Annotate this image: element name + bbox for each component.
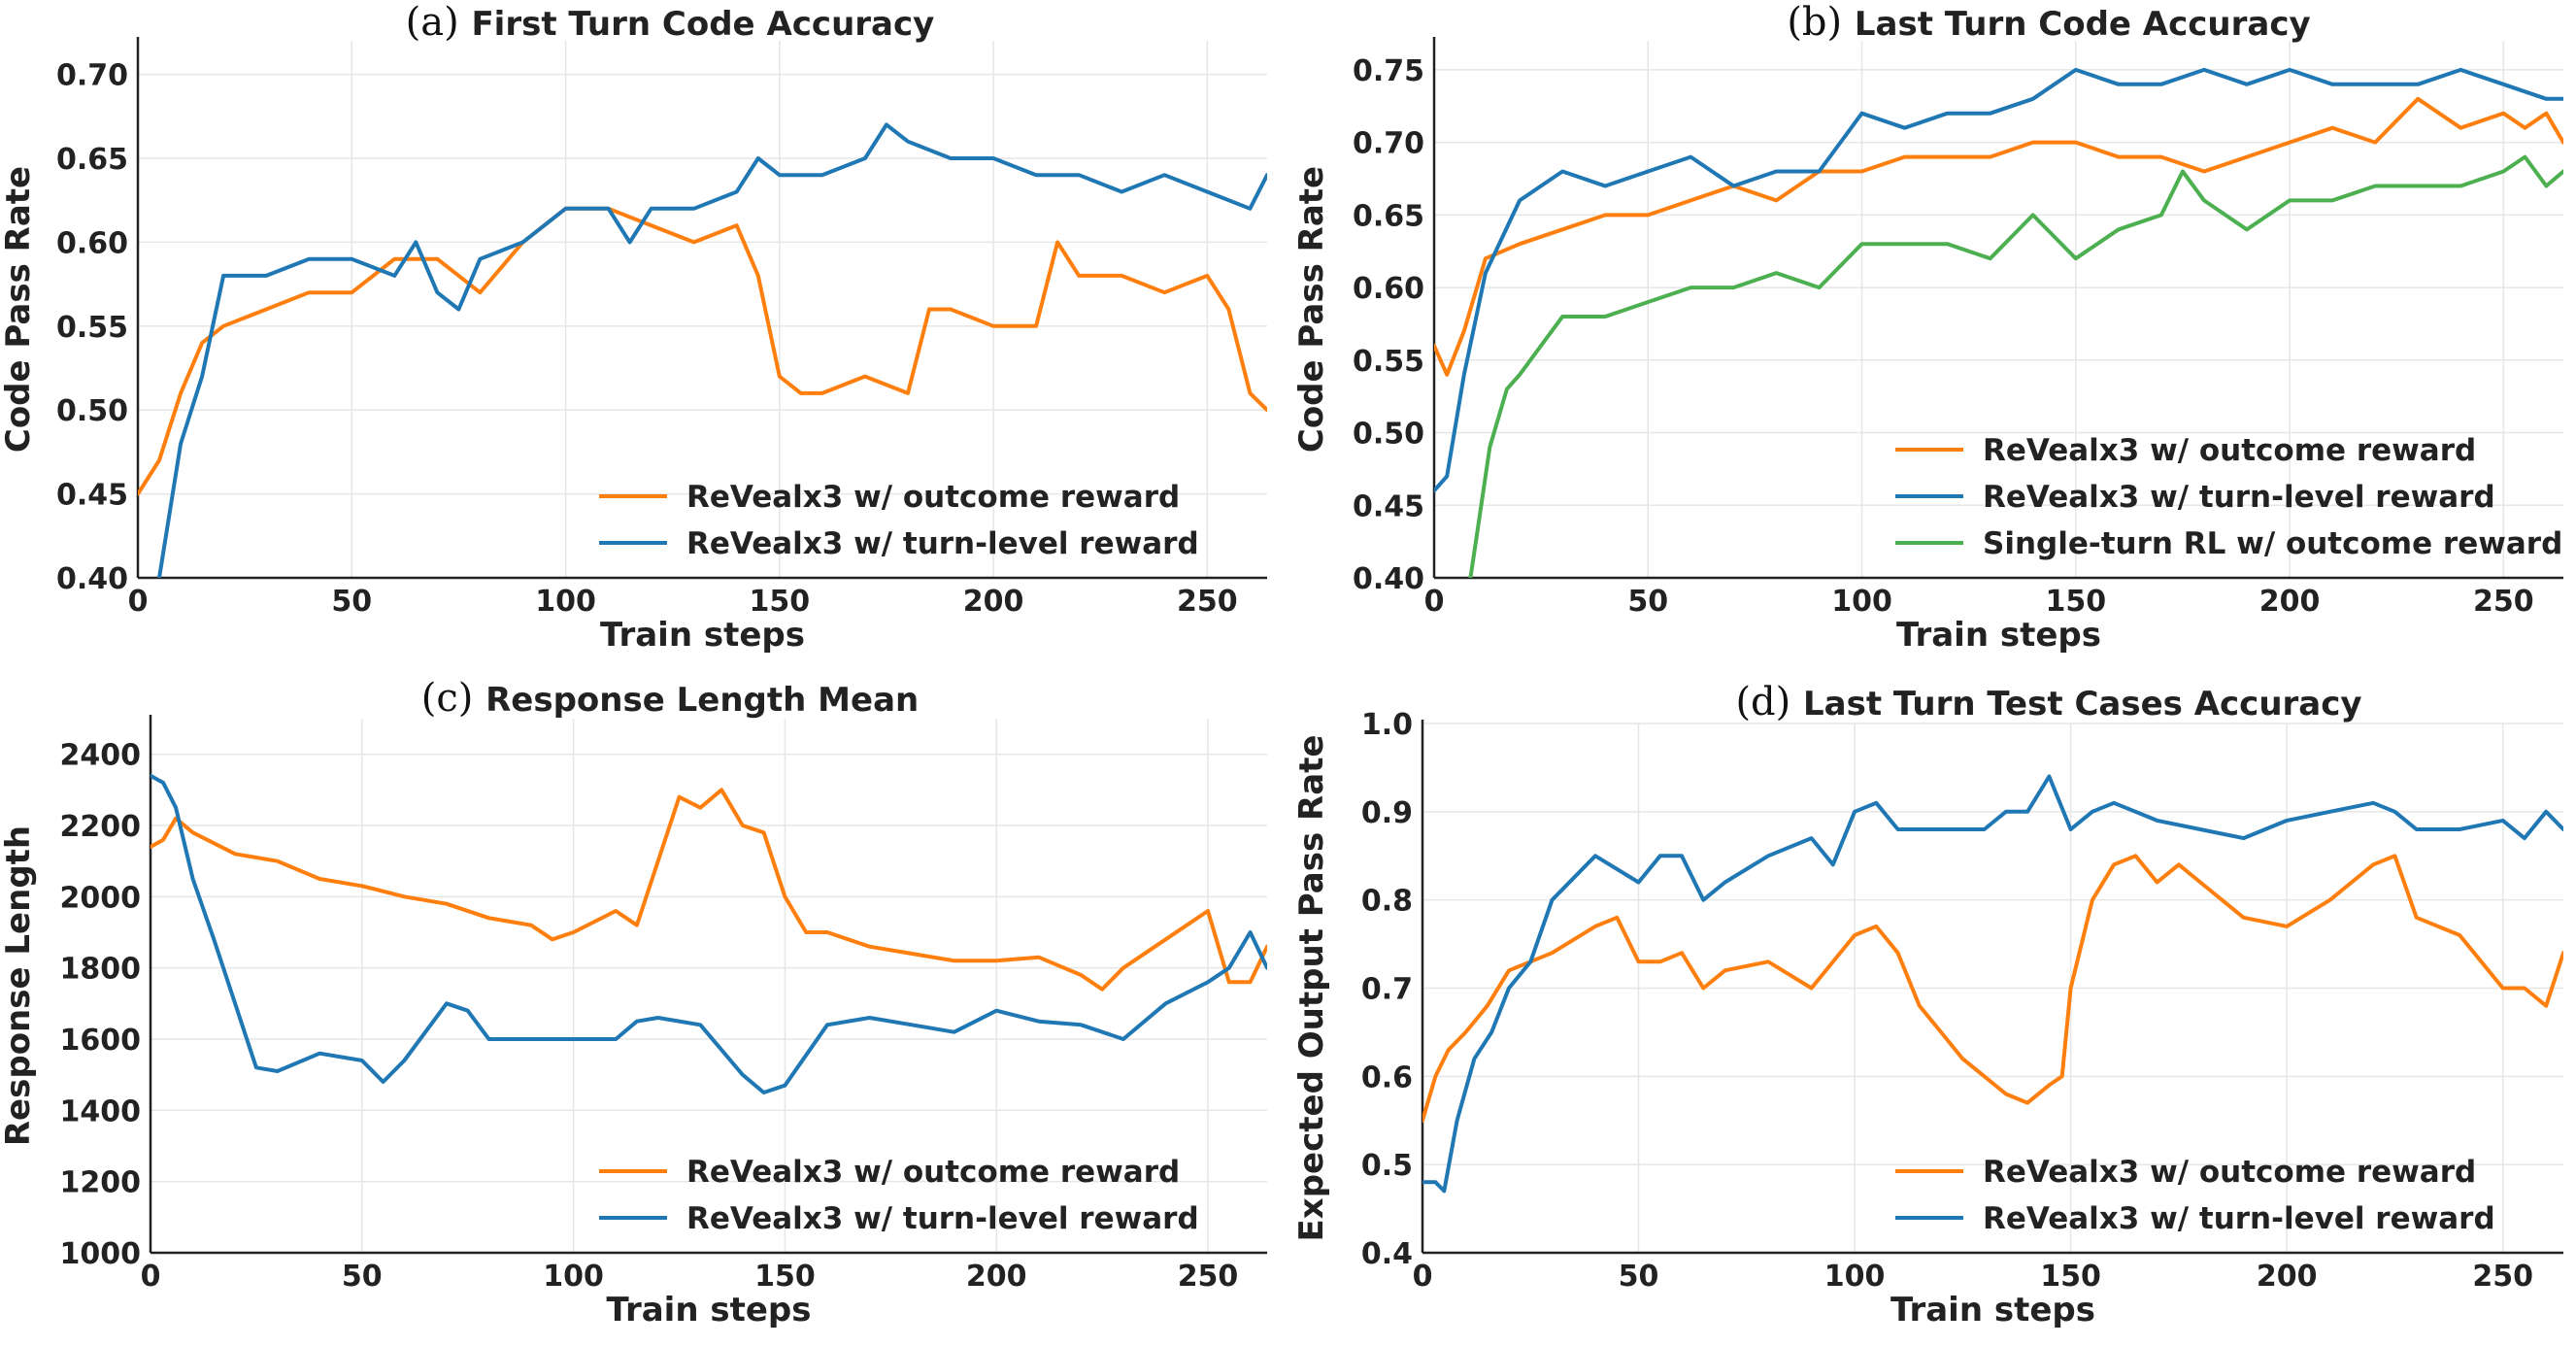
series-line-3 (1468, 154, 2563, 578)
y-tick-label: 1800 (60, 953, 142, 987)
x-tick-label: 250 (1177, 585, 1238, 619)
y-tick-label: 0.4 (1361, 1237, 1413, 1271)
x-axis-label: Train steps (607, 1291, 812, 1329)
y-tick-label: 0.40 (56, 562, 128, 596)
legend-label: ReVealx3 w/ outcome reward (686, 480, 1180, 515)
panel-title-text: Response Length Mean (485, 681, 919, 720)
x-tick-label: 150 (2045, 585, 2106, 619)
x-tick-label: 100 (535, 585, 596, 619)
y-tick-label: 1200 (60, 1166, 142, 1200)
legend-label: ReVealx3 w/ turn-level reward (686, 526, 1199, 561)
x-tick-label: 150 (754, 1260, 816, 1294)
series-line-1 (151, 788, 1267, 992)
y-tick-label: 0.6 (1361, 1060, 1413, 1094)
x-tick-label: 0 (128, 585, 149, 619)
x-tick-label: 150 (2040, 1260, 2101, 1294)
x-tick-label: 50 (331, 585, 372, 619)
y-tick-label: 0.45 (1353, 489, 1424, 523)
legend-label: ReVealx3 w/ outcome reward (1983, 1155, 2476, 1190)
panel-title-text: Last Turn Code Accuracy (1855, 5, 2311, 44)
chart-panel-b: 0 50 100 150 200 250 0.40 0.45 0.50 0.55 0.60 0.65 0… (1292, 0, 2563, 655)
legend-label: ReVealx3 w/ turn-level reward (686, 1201, 1199, 1236)
x-tick-label: 100 (543, 1260, 604, 1294)
y-tick-label: 1.0 (1361, 708, 1413, 742)
y-tick-label: 0.50 (1353, 418, 1424, 452)
chart-title: (d) Last Turn Test Cases Accuracy (1735, 680, 2361, 724)
y-tick-label: 0.75 (1353, 54, 1424, 88)
x-tick-label: 0 (1413, 1260, 1433, 1294)
y-tick-label: 0.7 (1361, 973, 1413, 1007)
chart-title: (b) Last Turn Code Accuracy (1787, 0, 2310, 45)
series-line-2 (1422, 774, 2563, 1194)
x-tick-label: 250 (2473, 585, 2534, 619)
x-tick-label: 100 (1831, 585, 1892, 619)
y-tick-label: 2200 (60, 810, 142, 844)
x-tick-label: 50 (342, 1260, 383, 1294)
y-tick-label: 0.5 (1361, 1149, 1413, 1183)
y-tick-label: 1400 (60, 1094, 142, 1128)
x-axis-label: Train steps (600, 616, 805, 655)
y-tick-label: 0.60 (1353, 272, 1424, 306)
y-tick-label: 0.8 (1361, 885, 1413, 919)
x-tick-label: 200 (966, 1260, 1027, 1294)
y-axis-label: Expected Output Pass Rate (1292, 735, 1331, 1242)
chart-title: (a) First Turn Code Accuracy (406, 0, 935, 45)
series-line-2 (1434, 67, 2563, 493)
x-tick-label: 200 (2257, 1260, 2318, 1294)
x-tick-label: 0 (141, 1260, 161, 1294)
x-tick-label: 100 (1824, 1260, 1886, 1294)
chart-panel-c: 0 50 100 150 200 250 1000 1200 1400 1600 1800 2000 2… (0, 676, 1267, 1329)
y-axis-label: Response Length (0, 825, 38, 1146)
chart-panel-a: 0 50 100 150 200 250 0.40 0.45 0.50 0.55 0.60 0.65 0… (0, 0, 1267, 655)
panel-title-text: Last Turn Test Cases Accuracy (1803, 685, 2362, 723)
legend-label: ReVealx3 w/ turn-level reward (1983, 480, 2495, 515)
y-tick-label: 0.70 (56, 59, 128, 93)
y-tick-label: 2000 (60, 881, 142, 915)
x-tick-label: 250 (1178, 1260, 1239, 1294)
x-axis-label: Train steps (1890, 1291, 2095, 1329)
legend-label: ReVealx3 w/ outcome reward (686, 1155, 1180, 1190)
chart-title: (c) Response Length Mean (421, 676, 919, 721)
series-line-1 (138, 206, 1267, 496)
x-axis-label: Train steps (1896, 616, 2101, 655)
panel-title-text: First Turn Code Accuracy (471, 5, 934, 44)
y-tick-label: 0.55 (56, 311, 128, 345)
panel-letter: (d) (1735, 680, 1803, 724)
x-tick-label: 250 (2472, 1260, 2533, 1294)
series-line-2 (156, 122, 1267, 578)
y-tick-label: 1000 (60, 1237, 142, 1271)
panel-letter: (a) (406, 0, 472, 45)
series-line-1 (1434, 96, 2563, 377)
y-axis-label: Code Pass Rate (0, 166, 38, 453)
series-line-2 (151, 773, 1267, 1094)
y-tick-label: 0.40 (1353, 562, 1424, 596)
y-tick-label: 2400 (60, 739, 142, 773)
x-tick-label: 50 (1619, 1260, 1659, 1294)
panel-letter: (b) (1787, 0, 1855, 45)
chart-panel-d: 0 50 100 150 200 250 0.4 0.5 0.6 0.7 0.8 0.9 1.0 Trai… (1292, 680, 2563, 1329)
series-line-1 (1422, 854, 2563, 1123)
y-tick-label: 0.55 (1353, 345, 1424, 379)
y-tick-label: 1600 (60, 1024, 142, 1058)
x-tick-label: 200 (963, 585, 1024, 619)
x-tick-label: 50 (1627, 585, 1668, 619)
x-tick-label: 200 (2259, 585, 2321, 619)
panel-letter: (c) (421, 676, 485, 721)
legend-label: ReVealx3 w/ turn-level reward (1983, 1201, 2495, 1236)
x-tick-label: 0 (1424, 585, 1445, 619)
y-tick-label: 0.70 (1353, 127, 1424, 161)
y-axis-label: Code Pass Rate (1292, 166, 1331, 453)
x-tick-label: 150 (749, 585, 810, 619)
y-tick-label: 0.65 (56, 143, 128, 177)
y-tick-label: 0.45 (56, 479, 128, 513)
y-tick-label: 0.50 (56, 394, 128, 428)
legend-label: Single-turn RL w/ outcome reward (1983, 526, 2562, 561)
y-tick-label: 0.9 (1361, 796, 1413, 830)
legend-label: ReVealx3 w/ outcome reward (1983, 433, 2476, 468)
y-tick-label: 0.60 (56, 226, 128, 260)
y-tick-label: 0.65 (1353, 199, 1424, 233)
